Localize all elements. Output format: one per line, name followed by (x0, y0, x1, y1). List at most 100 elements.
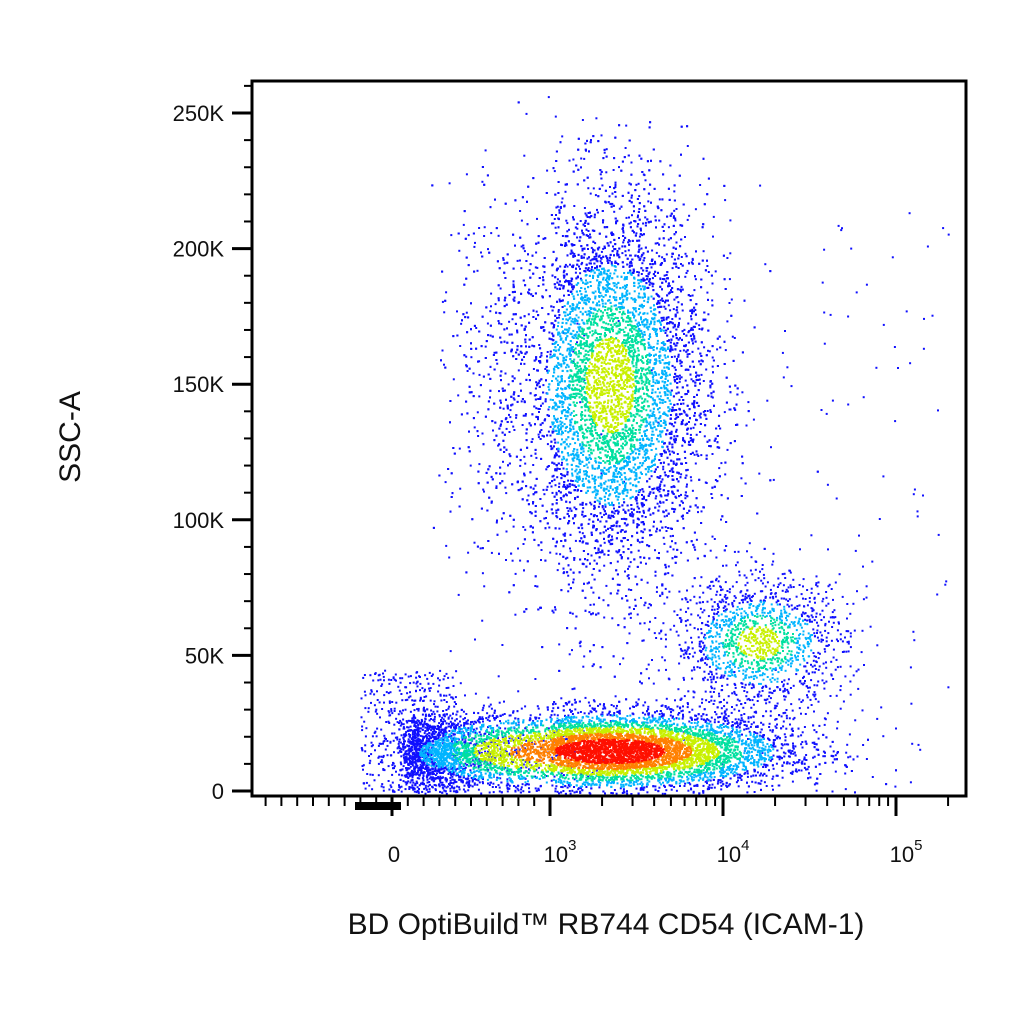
event-dot (422, 737, 425, 740)
event-dot (452, 722, 455, 725)
event-dot (564, 792, 567, 795)
event-dot (564, 539, 567, 542)
event-dot (783, 733, 786, 736)
event-dot (556, 730, 559, 733)
event-dot (593, 255, 596, 258)
event-dot (589, 562, 591, 565)
event-dot (535, 789, 538, 792)
event-dot (464, 766, 467, 769)
event-dot (607, 539, 610, 542)
event-dot (520, 707, 523, 710)
event-dot (537, 707, 540, 710)
event-dot (536, 266, 539, 269)
event-dot (460, 708, 463, 711)
event-dot (475, 742, 478, 745)
event-dot (724, 713, 727, 716)
event-dot (534, 387, 537, 390)
event-dot (540, 378, 543, 381)
event-dot (669, 330, 672, 333)
event-dot (680, 303, 683, 306)
event-dot (587, 701, 590, 704)
event-dot (781, 744, 784, 747)
event-dot (803, 766, 806, 769)
event-dot (461, 738, 464, 741)
event-dot (538, 344, 541, 346)
event-dot (439, 777, 442, 779)
event-dot (489, 334, 492, 337)
event-dot (722, 722, 725, 725)
event-dot (581, 503, 584, 506)
event-dot (753, 711, 756, 714)
event-dot (784, 736, 787, 739)
event-dot (416, 732, 419, 735)
event-dot (822, 755, 825, 758)
event-dot (781, 765, 784, 767)
event-dot (538, 717, 541, 720)
event-dot (717, 779, 720, 781)
event-dot (398, 773, 401, 776)
event-dot (399, 747, 402, 750)
event-dot (832, 750, 835, 753)
event-dot (413, 756, 416, 759)
event-dot (581, 562, 584, 565)
event-dot (705, 368, 708, 371)
event-dot (481, 572, 484, 575)
event-dot (409, 781, 412, 784)
event-dot (411, 762, 414, 765)
event-dot (663, 515, 666, 518)
event-dot (551, 332, 554, 335)
event-dot (628, 606, 631, 609)
event-dot (654, 497, 657, 500)
event-dot (815, 789, 818, 792)
event-dot (603, 703, 605, 706)
event-dot (681, 709, 684, 712)
event-dot (628, 139, 631, 142)
event-dot (508, 413, 510, 416)
event-dot (407, 753, 410, 756)
event-dot (484, 357, 487, 359)
event-dot (409, 754, 412, 757)
event-dot (825, 736, 828, 739)
event-dot (509, 416, 512, 419)
event-dot (524, 462, 527, 465)
event-dot (622, 788, 625, 791)
event-dot (407, 752, 410, 755)
event-dot (567, 784, 570, 786)
event-dot (430, 736, 433, 739)
event-dot (733, 774, 736, 777)
event-dot (569, 568, 572, 571)
event-dot (697, 614, 700, 617)
event-dot (556, 476, 559, 479)
event-dot (536, 705, 539, 708)
event-dot (445, 713, 448, 716)
event-dot (632, 521, 635, 524)
event-dot (558, 792, 560, 795)
event-dot (762, 766, 765, 768)
event-dot (612, 655, 615, 658)
event-dot (648, 283, 651, 286)
event-dot (844, 772, 847, 775)
event-dot (498, 390, 500, 393)
event-dot (413, 790, 416, 793)
event-dot (455, 713, 458, 716)
event-dot (428, 783, 431, 786)
event-dot (572, 158, 575, 161)
event-dot (546, 359, 549, 362)
event-dot (400, 774, 403, 777)
event-dot (450, 740, 453, 743)
event-dot (667, 512, 670, 515)
event-dot (599, 703, 602, 706)
event-dot (487, 750, 490, 753)
event-dot (586, 139, 588, 142)
event-dot (657, 306, 660, 309)
event-dot (424, 792, 427, 795)
event-dot (719, 716, 722, 718)
event-dot (707, 349, 709, 352)
event-dot (413, 758, 416, 761)
event-dot (453, 779, 456, 782)
event-dot (514, 717, 517, 720)
event-dot (537, 766, 540, 769)
event-dot (508, 787, 511, 790)
event-dot (402, 765, 405, 768)
event-dot (403, 727, 406, 730)
